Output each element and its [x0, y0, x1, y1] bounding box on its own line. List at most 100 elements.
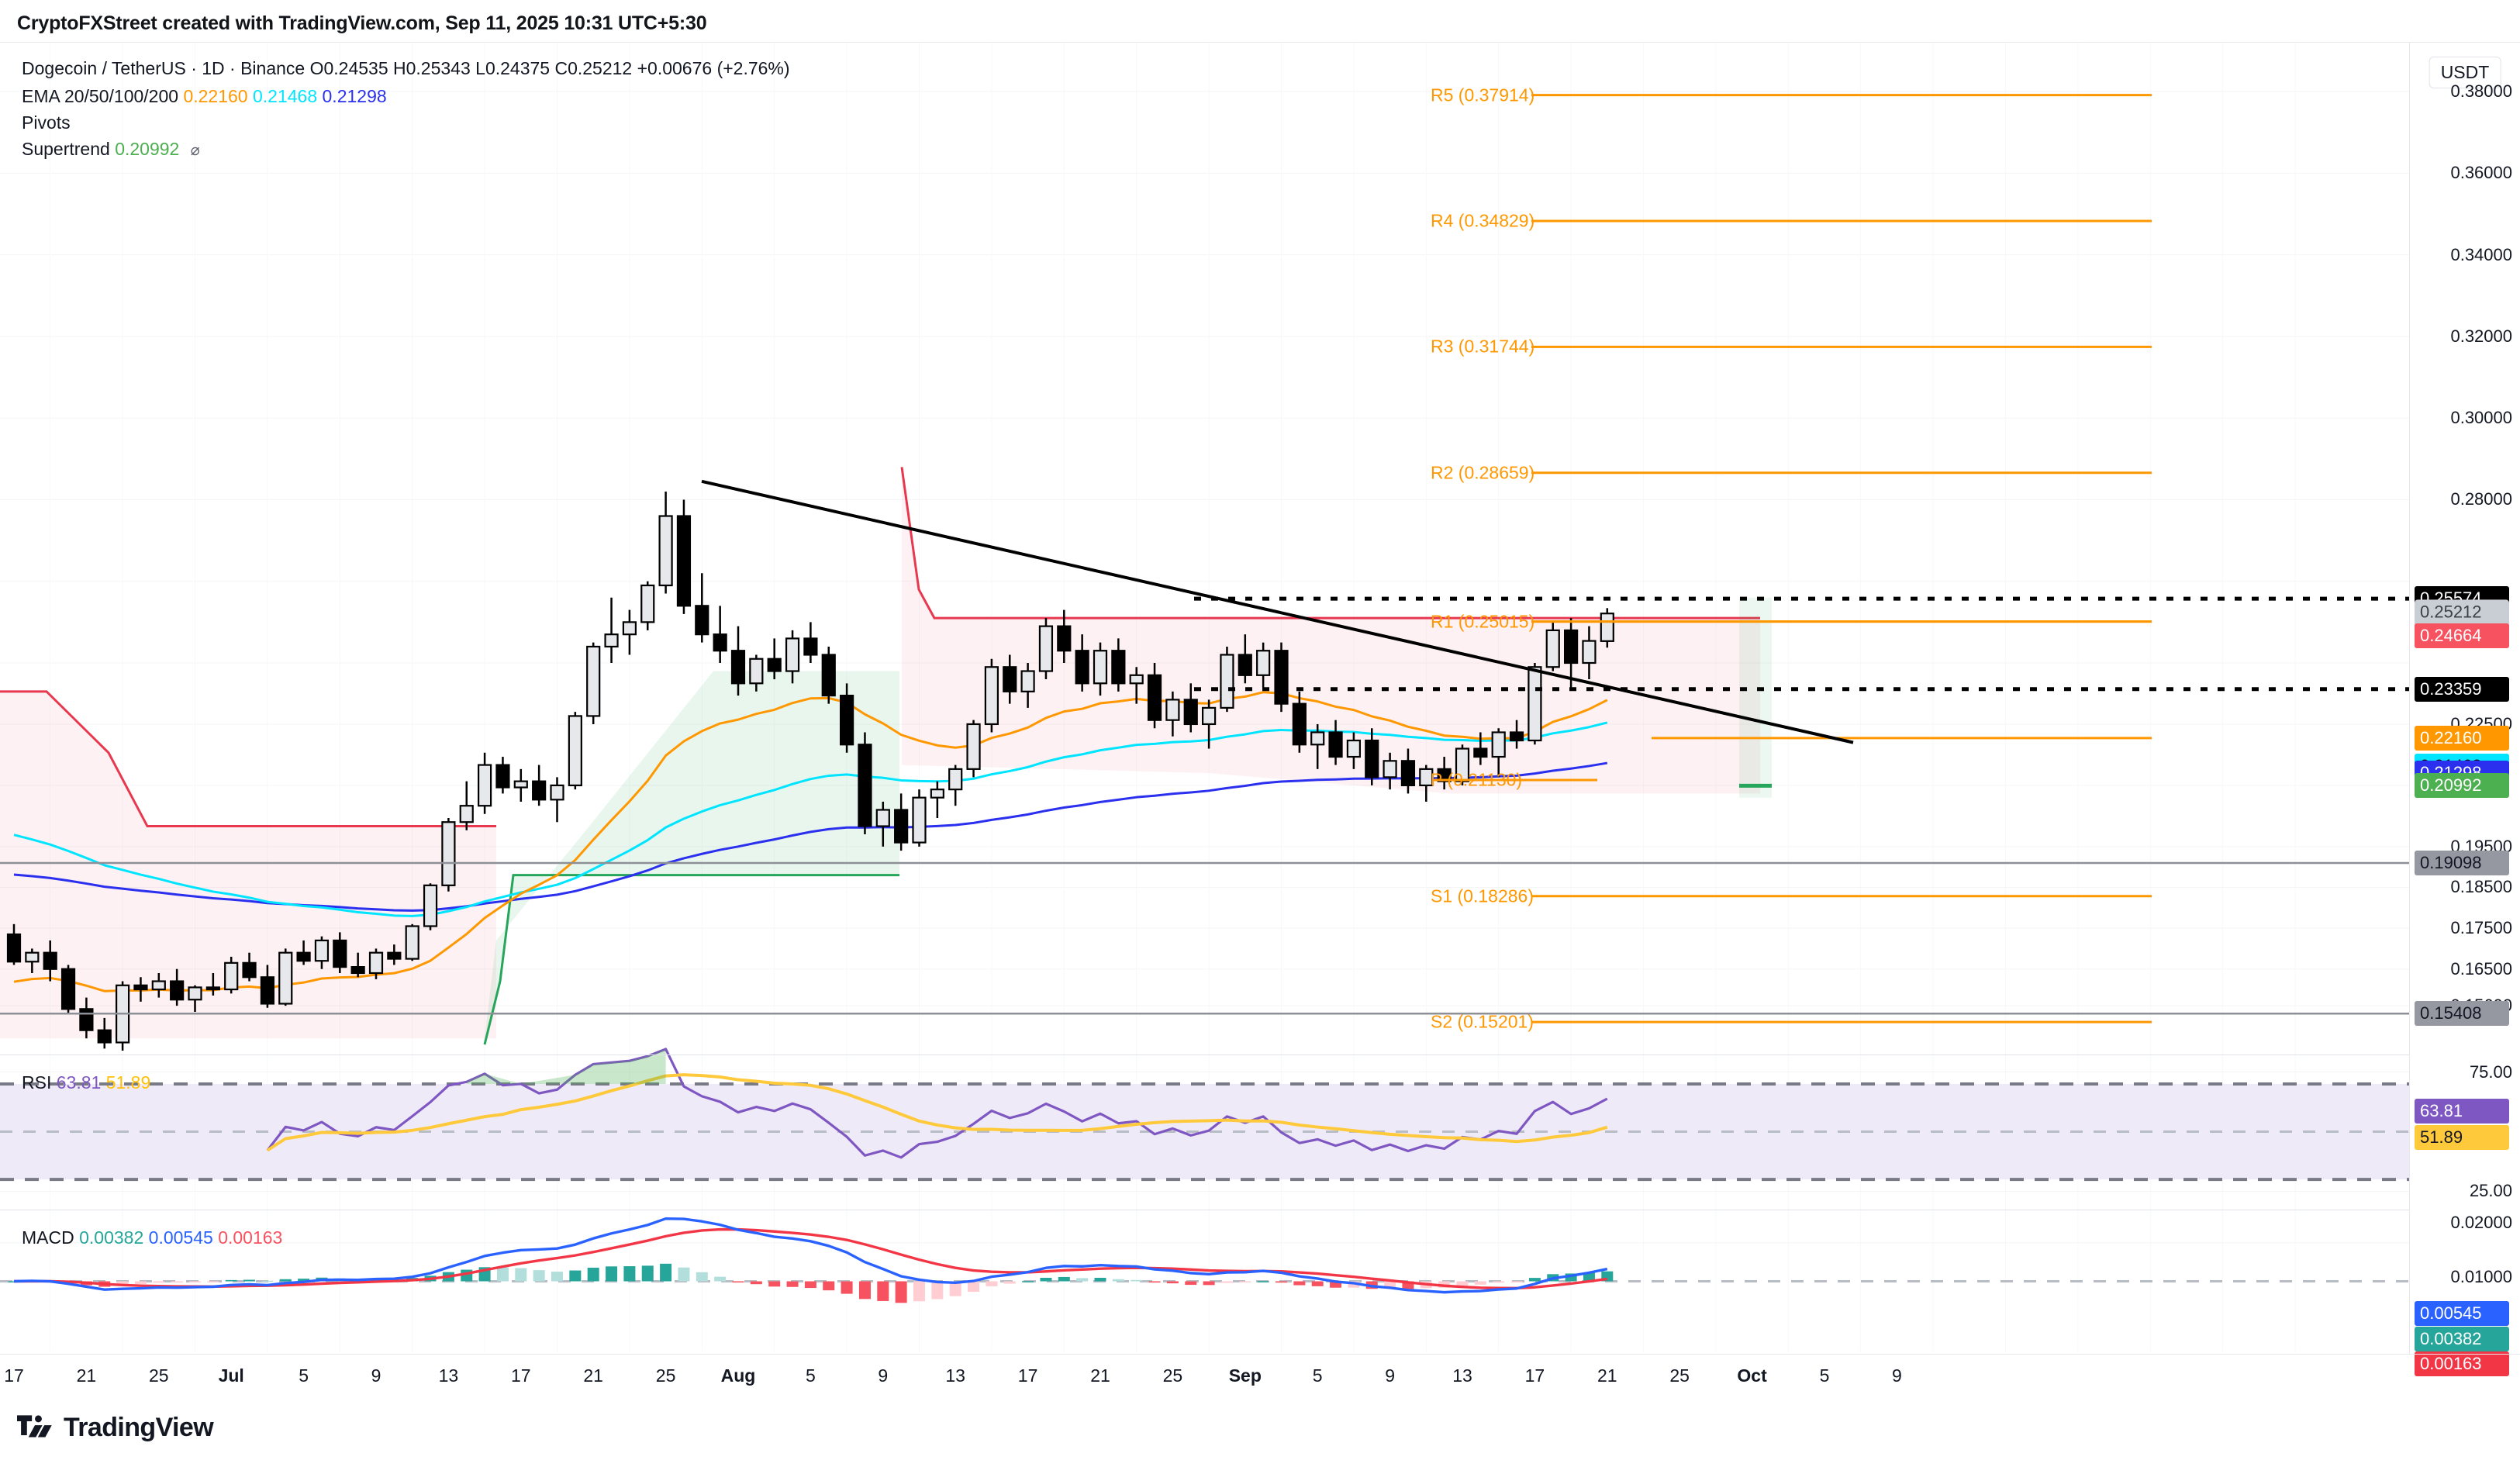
- pivot-label-s1: S1 (0.18286): [1431, 885, 1534, 906]
- pivot-label-s2: S2 (0.15201): [1431, 1011, 1534, 1032]
- low-price-badge: 0.23359: [2415, 676, 2509, 702]
- time-tick-month: Jul: [218, 1365, 244, 1386]
- badge-value: 0.20992: [2420, 775, 2482, 796]
- attribution-text: CryptoFXStreet created with TradingView.…: [17, 12, 707, 34]
- badge-value: 0.25212: [2420, 602, 2482, 622]
- chart-canvas: [0, 43, 2409, 1351]
- time-tick-month: Sep: [1228, 1365, 1262, 1386]
- legend-supertrend[interactable]: Supertrend 0.20992 ⌀: [22, 139, 200, 159]
- footer-branding: TradingView: [17, 1413, 214, 1443]
- pivot-label-r2: R2 (0.28659): [1431, 462, 1535, 483]
- legend-macd-signal-value: 0.00545: [148, 1227, 213, 1248]
- legend-rsi-label: RSI: [22, 1072, 52, 1092]
- supertrend-badge: 0.20992: [2415, 773, 2509, 799]
- legend-pivots-label: Pivots: [22, 112, 71, 133]
- price-axis[interactable]: USDT 0.38000 0.36000 0.34000 0.32000 0.30000…: [2410, 43, 2520, 1377]
- rsi-value-badge: 63.81: [2415, 1098, 2509, 1124]
- legend-ema-label: EMA 20/50/100/200: [22, 86, 179, 106]
- badge-value: 0.24664: [2420, 626, 2482, 645]
- time-tick-day: 21: [583, 1365, 603, 1386]
- price-tick: 0.28000: [2450, 489, 2512, 509]
- legend-rsi-ma-value: 51.89: [105, 1072, 151, 1092]
- time-tick-day: 5: [1312, 1365, 1323, 1386]
- legend-symbol-text: Dogecoin / TetherUS · 1D · Binance O0.24…: [22, 58, 790, 78]
- legend-supertrend-label: Supertrend: [22, 139, 110, 159]
- legend-supertrend-value: 0.20992: [115, 139, 180, 159]
- time-tick-day: 17: [1017, 1365, 1038, 1386]
- legend-rsi[interactable]: RSI 63.81 51.89: [22, 1074, 150, 1092]
- price-tick: 0.32000: [2450, 326, 2512, 346]
- time-tick-day: 25: [1669, 1365, 1690, 1386]
- price-tick: 0.36000: [2450, 163, 2512, 183]
- macd-tick: 0.01000: [2450, 1267, 2512, 1286]
- macd-signal-badge: 0.00545: [2415, 1300, 2509, 1327]
- legend-ema50-value: 0.21468: [252, 86, 318, 106]
- badge-value: 0.00382: [2420, 1328, 2482, 1348]
- price-tick: 0.17500: [2450, 918, 2512, 938]
- chart-plot-area[interactable]: R5 (0.37914) R4 (0.34829) R3 (0.31744) R2 (…: [0, 43, 2410, 1355]
- time-tick-day: 13: [1452, 1365, 1472, 1386]
- time-tick-day: 9: [1891, 1365, 1902, 1386]
- tradingview-logo-icon: [17, 1414, 52, 1437]
- badge-value: 0.19098: [2420, 852, 2482, 872]
- chart-frame: R5 (0.37914) R4 (0.34829) R3 (0.31744) R2 (…: [0, 42, 2520, 1377]
- time-tick-day: 9: [371, 1365, 381, 1386]
- time-tick-day: 13: [945, 1365, 965, 1386]
- macd-line-badge: 0.00382: [2415, 1326, 2509, 1352]
- time-axis[interactable]: 17 21 25 Jul 5 9 13 17 21 25 Aug 5 9 13 17 21 25 Sep 5 9 13 1…: [0, 1354, 2520, 1400]
- ema20-badge: 0.22160: [2415, 725, 2509, 751]
- time-tick-day: 5: [299, 1365, 309, 1386]
- time-tick-month: Oct: [1737, 1365, 1767, 1386]
- rsi-tick: 75.00: [2469, 1061, 2512, 1082]
- supertrend-upper-badge: 0.24664: [2415, 623, 2509, 649]
- time-tick-day: 25: [149, 1365, 169, 1386]
- price-tick: 0.34000: [2450, 244, 2512, 264]
- time-tick-day: 17: [4, 1365, 24, 1386]
- pivot-label-r5: R5 (0.37914): [1431, 85, 1535, 105]
- badge-value: 51.89: [2420, 1127, 2463, 1147]
- currency-pill[interactable]: USDT: [2429, 57, 2501, 88]
- rsi-ma-badge: 51.89: [2415, 1124, 2509, 1151]
- time-tick-day: 21: [76, 1365, 97, 1386]
- price-tick: 0.16500: [2450, 958, 2512, 979]
- pivot-label-r1: R1 (0.25015): [1431, 611, 1535, 632]
- time-tick-day: 17: [511, 1365, 531, 1386]
- badge-value: 0.00545: [2420, 1303, 2482, 1323]
- time-tick-day: 25: [1162, 1365, 1183, 1386]
- pivot-level-badge-1: 0.19098: [2415, 850, 2509, 876]
- pivot-level-badge-2: 0.15408: [2415, 1001, 2509, 1027]
- time-tick-day: 21: [1090, 1365, 1110, 1386]
- time-tick-month: Aug: [720, 1365, 756, 1386]
- legend-pivots[interactable]: Pivots: [22, 114, 71, 132]
- macd-hist-badge: 0.00163: [2415, 1351, 2509, 1377]
- hide-indicator-icon[interactable]: ⌀: [190, 142, 200, 159]
- legend-rsi-value: 63.81: [56, 1072, 102, 1092]
- time-tick-day: 9: [878, 1365, 889, 1386]
- legend-main-symbol[interactable]: Dogecoin / TetherUS · 1D · Binance O0.24…: [22, 60, 790, 78]
- price-tick: 0.38000: [2450, 81, 2512, 102]
- badge-value: 0.00163: [2420, 1353, 2482, 1373]
- time-tick-day: 5: [805, 1365, 816, 1386]
- legend-macd[interactable]: MACD 0.00382 0.00545 0.00163: [22, 1229, 282, 1247]
- price-tick: 0.30000: [2450, 408, 2512, 428]
- time-tick-day: 5: [1819, 1365, 1830, 1386]
- time-tick-day: 9: [1385, 1365, 1395, 1386]
- badge-value: 0.22160: [2420, 727, 2482, 747]
- badge-value: 0.15408: [2420, 1003, 2482, 1023]
- time-tick-day: 25: [655, 1365, 676, 1386]
- time-tick-day: 21: [1597, 1365, 1617, 1386]
- legend-macd-hist-value: 0.00163: [218, 1227, 283, 1248]
- rsi-tick: 25.00: [2469, 1181, 2512, 1201]
- legend-macd-label: MACD: [22, 1227, 74, 1248]
- time-tick-day: 13: [438, 1365, 459, 1386]
- legend-ema100-value: 0.21298: [322, 86, 387, 106]
- pivot-label-r3: R3 (0.31744): [1431, 336, 1535, 357]
- price-tick: 0.18500: [2450, 877, 2512, 897]
- tradingview-wordmark: TradingView: [64, 1413, 214, 1442]
- badge-value: 63.81: [2420, 1100, 2463, 1120]
- macd-tick: 0.02000: [2450, 1213, 2512, 1232]
- legend-ema[interactable]: EMA 20/50/100/200 0.22160 0.21468 0.2129…: [22, 88, 387, 105]
- pivot-label-p: P (0.21130): [1431, 769, 1523, 790]
- legend-ema20-value: 0.22160: [183, 86, 248, 106]
- time-tick-day: 17: [1524, 1365, 1545, 1386]
